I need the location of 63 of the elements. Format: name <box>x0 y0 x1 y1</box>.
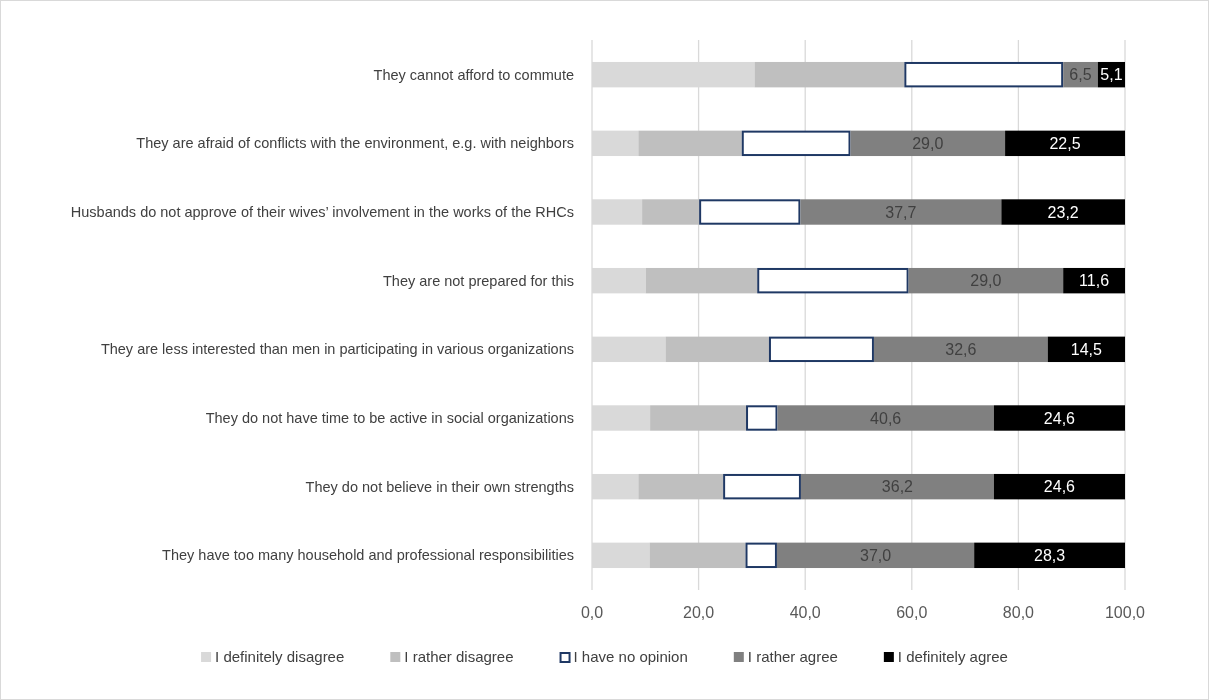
bar <box>850 130 1006 157</box>
bar <box>649 542 746 569</box>
data-label: 24,6 <box>1043 478 1076 496</box>
data-label: 24,6 <box>1043 409 1076 427</box>
y-tick-label: They are less interested than men in participating in various organizations <box>100 341 574 358</box>
bar <box>645 267 758 294</box>
bar <box>638 473 724 500</box>
data-label: 37,0 <box>859 546 892 564</box>
data-label: 22,5 <box>1049 134 1081 152</box>
bar <box>741 130 851 157</box>
data-label: 40,6 <box>870 409 902 427</box>
bar <box>993 405 1125 431</box>
x-tick-label: 0,0 <box>580 604 604 621</box>
data-label: 29,0 <box>912 134 944 152</box>
y-tick-label: They are not prepared for this <box>382 272 574 289</box>
legend-label: I have no opinion <box>573 648 688 666</box>
data-label: 23,2 <box>1047 203 1079 221</box>
x-tick-label: 40,0 <box>789 604 821 621</box>
legend-label: I definitely disagree <box>215 648 345 666</box>
x-tick-label: 20,0 <box>683 604 715 621</box>
x-tick-label: 100,0 <box>1104 604 1146 621</box>
bar <box>754 61 905 88</box>
legend-label: I rather disagree <box>404 648 514 666</box>
bar <box>904 61 1064 88</box>
bar <box>638 130 742 157</box>
data-label: 14,5 <box>1070 340 1103 358</box>
x-tick-label: 60,0 <box>896 604 928 621</box>
y-tick-label: They cannot afford to commute <box>373 66 574 83</box>
bar <box>723 473 801 500</box>
bar <box>642 199 700 225</box>
bar <box>1005 130 1126 157</box>
bar <box>699 199 801 225</box>
data-label: 29,0 <box>970 272 1002 290</box>
bar <box>800 199 1002 225</box>
bar <box>1001 199 1125 225</box>
bar <box>746 405 778 431</box>
data-label: 37,7 <box>885 203 917 221</box>
y-tick-label: They have too many household and professional responsibilities <box>162 547 574 564</box>
bar <box>974 542 1125 569</box>
y-tick-label: They do not have time to be active in social organizations <box>205 410 574 427</box>
bar <box>908 267 1064 294</box>
data-label: 32,6 <box>945 340 977 358</box>
bar <box>650 405 747 431</box>
bar <box>757 267 909 294</box>
data-label: 6,5 <box>1069 66 1092 84</box>
y-tick-label: They do not believe in their own strengths <box>305 478 574 495</box>
data-label: 11,6 <box>1079 272 1110 290</box>
legend-label: I rather agree <box>747 648 838 666</box>
data-label: 36,2 <box>881 478 914 496</box>
bar <box>873 336 1048 363</box>
bar <box>800 473 994 500</box>
bar <box>768 336 874 363</box>
bar <box>993 473 1125 500</box>
bar <box>777 405 994 431</box>
data-label: 28,3 <box>1034 546 1066 564</box>
legend-label: I definitely agree <box>897 648 1008 666</box>
data-label: 5,1 <box>1100 66 1123 84</box>
x-tick-label: 80,0 <box>1002 604 1035 621</box>
bar <box>665 336 769 363</box>
y-tick-label: They are afraid of conflicts with the environment, e.g. with neighbors <box>136 135 574 152</box>
bar <box>745 542 777 569</box>
y-tick-label: Husbands do not approve of their wives’ involvement in the works of the RHCs <box>70 204 574 221</box>
bar <box>776 542 975 569</box>
